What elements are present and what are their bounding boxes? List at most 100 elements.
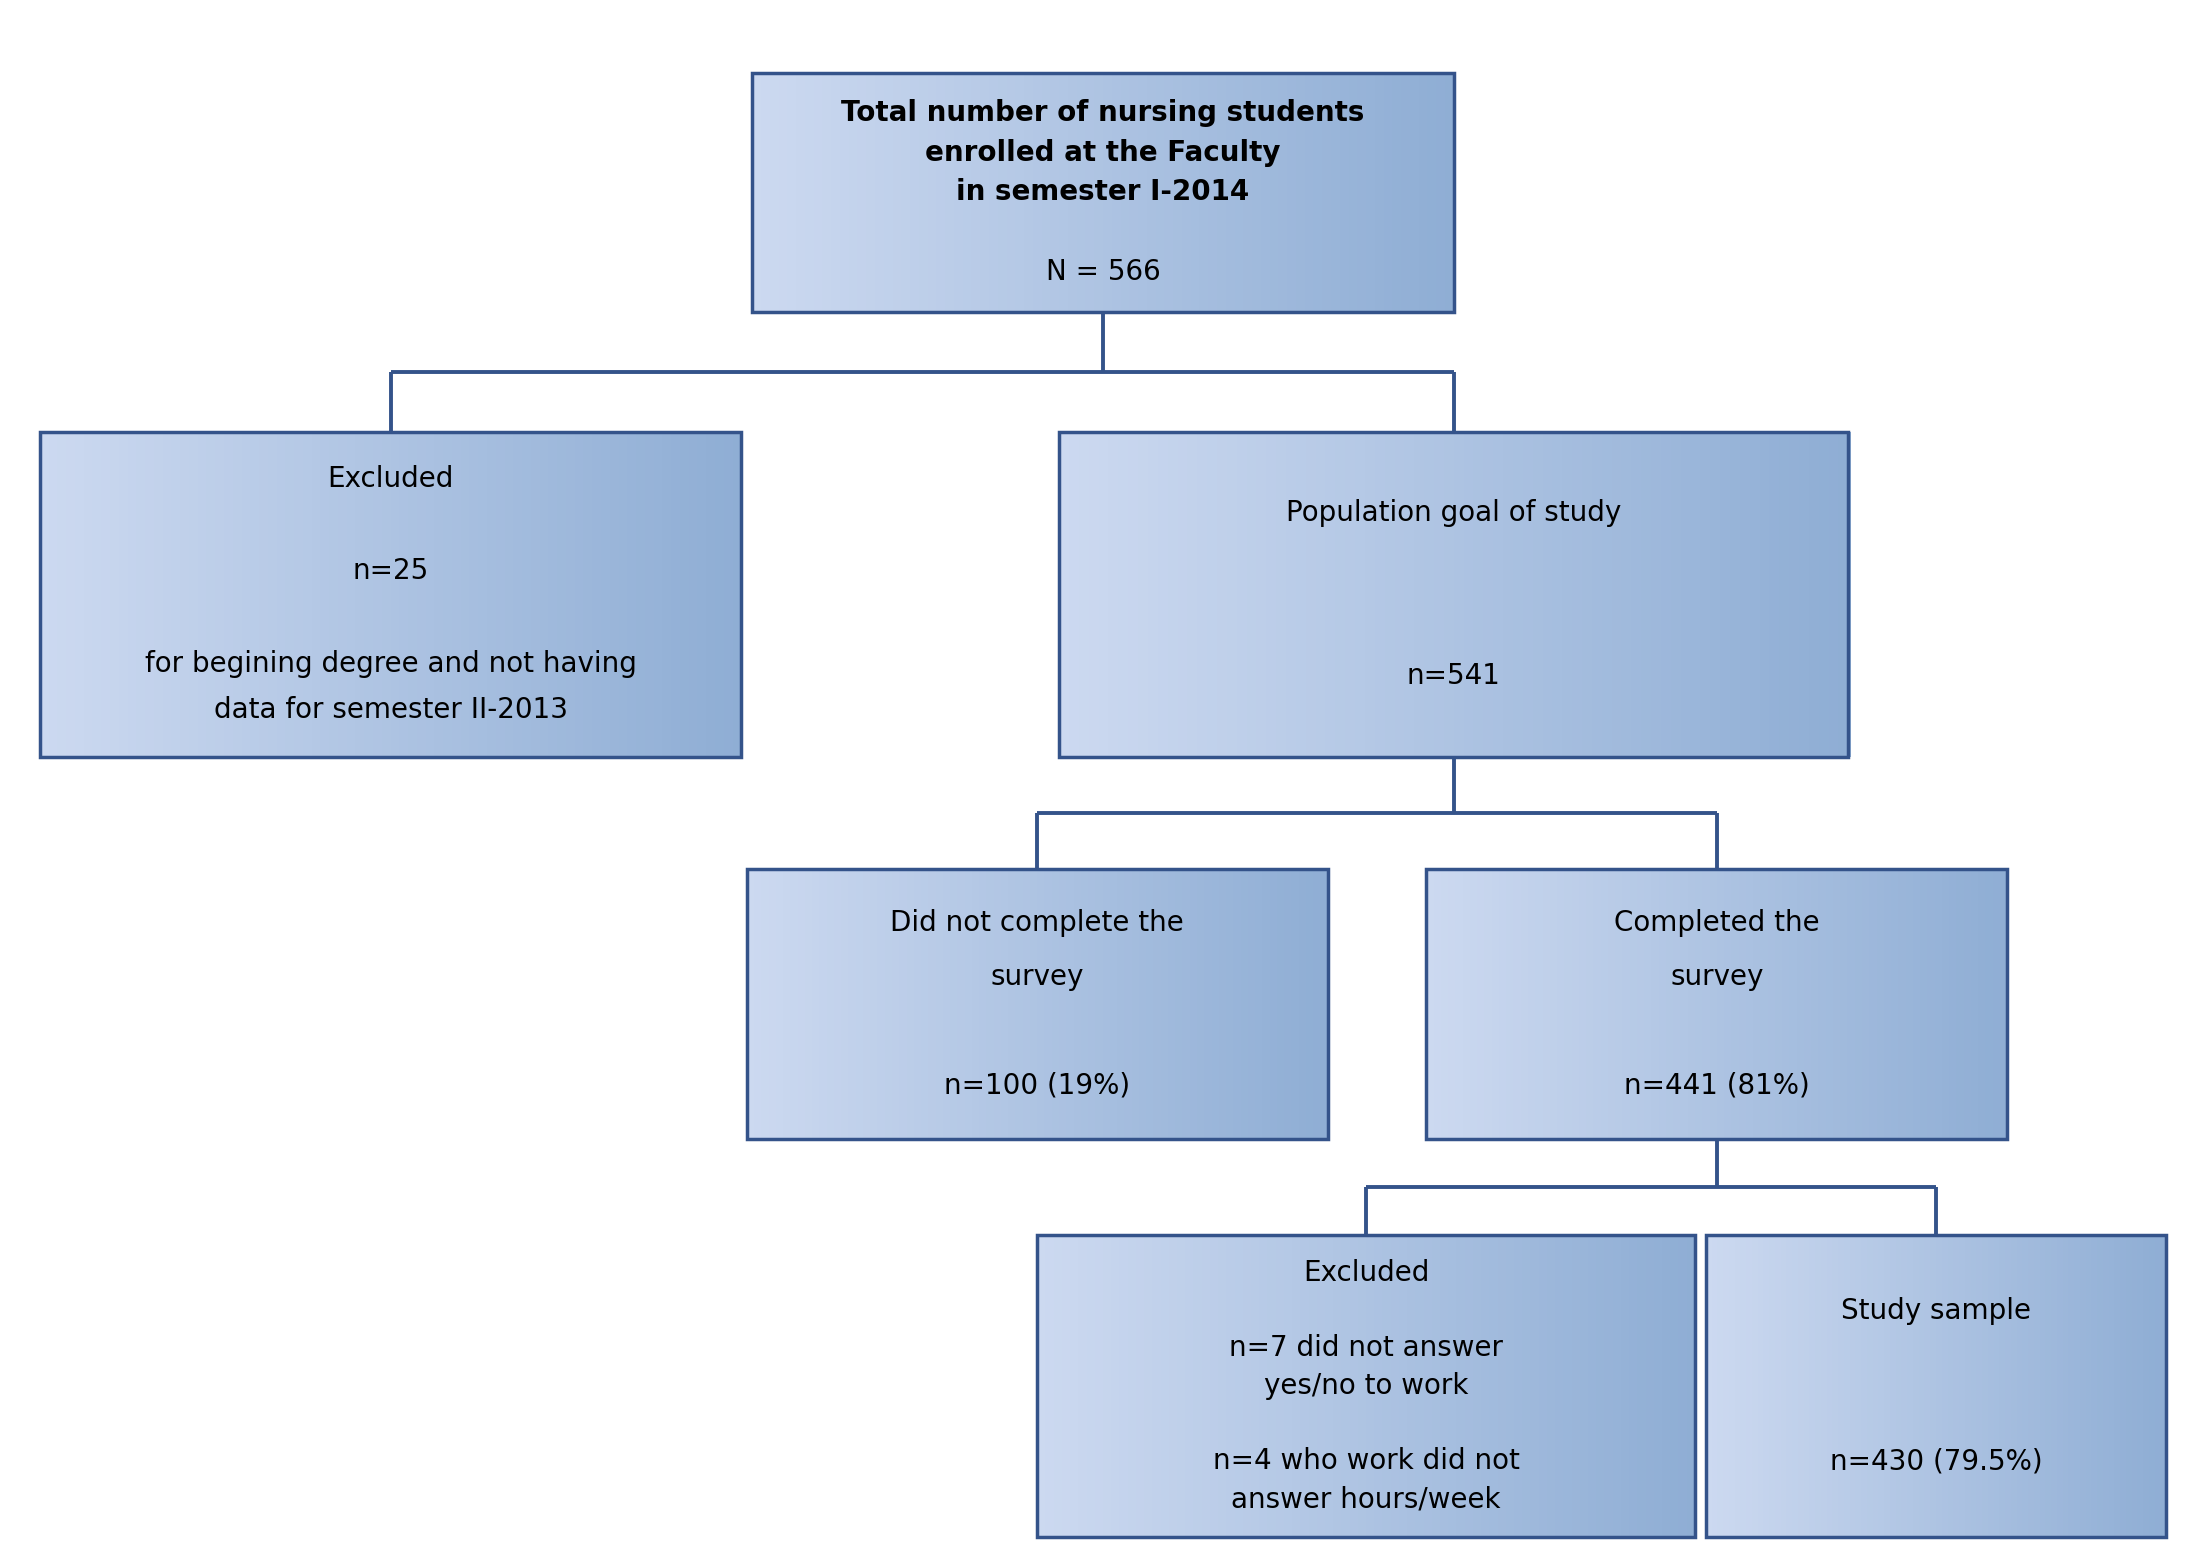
Text: Did not complete the: Did not complete the <box>891 909 1185 938</box>
Bar <box>1447 869 1458 1139</box>
Bar <box>355 432 366 757</box>
Bar <box>1703 869 1712 1139</box>
Bar <box>1855 869 1864 1139</box>
Bar <box>1103 869 1112 1139</box>
Bar <box>1646 1236 1657 1537</box>
Text: n=100 (19%): n=100 (19%) <box>944 1072 1129 1100</box>
Bar <box>40 432 51 757</box>
Bar <box>973 869 982 1139</box>
Bar <box>1077 73 1088 312</box>
Bar <box>364 432 375 757</box>
Bar <box>1551 869 1560 1139</box>
Bar <box>1350 1236 1361 1537</box>
Bar <box>1564 1236 1573 1537</box>
Bar <box>1652 869 1661 1139</box>
Bar <box>962 73 973 312</box>
Bar <box>1780 1236 1789 1537</box>
Bar <box>470 432 481 757</box>
Bar <box>1147 73 1158 312</box>
Bar <box>225 432 234 757</box>
Bar <box>788 73 799 312</box>
Bar <box>1070 432 1081 757</box>
Bar <box>1257 432 1268 757</box>
Bar <box>752 73 1454 312</box>
Bar <box>1156 73 1167 312</box>
Bar <box>1694 869 1705 1139</box>
Bar <box>1641 432 1652 757</box>
Bar <box>1174 73 1185 312</box>
Bar <box>827 869 836 1139</box>
Bar <box>876 73 887 312</box>
Bar <box>761 869 770 1139</box>
Bar <box>1277 432 1288 757</box>
Bar <box>812 869 821 1139</box>
Bar <box>1941 1236 1950 1537</box>
Bar <box>1597 1236 1606 1537</box>
Bar <box>1791 1236 1800 1537</box>
Bar <box>1304 73 1315 312</box>
Bar <box>1326 432 1337 757</box>
Bar <box>505 432 516 757</box>
Bar <box>1445 73 1456 312</box>
Bar <box>1937 1236 1943 1537</box>
Bar <box>1374 73 1385 312</box>
Bar <box>1176 869 1185 1139</box>
Bar <box>1688 869 1696 1139</box>
Text: Excluded: Excluded <box>326 465 454 493</box>
Bar <box>199 432 210 757</box>
Bar <box>878 869 887 1139</box>
Bar <box>671 432 682 757</box>
Bar <box>154 432 165 757</box>
Bar <box>1383 73 1394 312</box>
Bar <box>1741 1236 1749 1537</box>
Bar <box>1809 1236 1818 1537</box>
Bar <box>1712 1236 1718 1537</box>
Bar <box>1423 1236 1434 1537</box>
Bar <box>761 73 772 312</box>
Bar <box>1935 869 1943 1139</box>
Bar <box>101 432 113 757</box>
Bar <box>1829 432 1840 757</box>
Bar <box>1182 869 1191 1139</box>
Bar <box>858 73 869 312</box>
Bar <box>1227 869 1235 1139</box>
Bar <box>1628 1236 1639 1537</box>
Bar <box>1522 1236 1533 1537</box>
Bar <box>1434 432 1447 757</box>
Bar <box>867 73 878 312</box>
Bar <box>1006 73 1017 312</box>
Bar <box>249 432 260 757</box>
Text: survey: survey <box>990 963 1083 991</box>
Bar <box>1112 1236 1121 1537</box>
Bar <box>1491 869 1500 1139</box>
Bar <box>2005 1236 2014 1537</box>
Bar <box>2091 1236 2100 1537</box>
Bar <box>1227 432 1240 757</box>
Bar <box>1090 432 1101 757</box>
Bar <box>1884 1236 1893 1537</box>
Bar <box>1957 869 1966 1139</box>
Bar <box>240 432 251 757</box>
Bar <box>1723 1236 1732 1537</box>
Bar <box>1138 869 1149 1139</box>
Bar <box>1136 1236 1147 1537</box>
Bar <box>1780 432 1791 757</box>
Bar <box>697 432 708 757</box>
Bar <box>1827 1236 1835 1537</box>
Bar <box>869 869 880 1139</box>
Bar <box>1024 869 1032 1139</box>
Bar <box>1277 869 1286 1139</box>
Bar <box>1985 869 1994 1139</box>
Bar <box>783 869 792 1139</box>
Bar <box>1513 432 1524 757</box>
Bar <box>426 432 437 757</box>
Bar <box>1308 1236 1319 1537</box>
Bar <box>1070 1236 1081 1537</box>
Bar <box>1277 73 1288 312</box>
Bar <box>207 432 218 757</box>
Bar <box>1410 73 1421 312</box>
Bar <box>1335 432 1348 757</box>
Bar <box>1189 869 1200 1139</box>
Bar <box>1811 869 1820 1139</box>
Bar <box>1966 1236 1972 1537</box>
